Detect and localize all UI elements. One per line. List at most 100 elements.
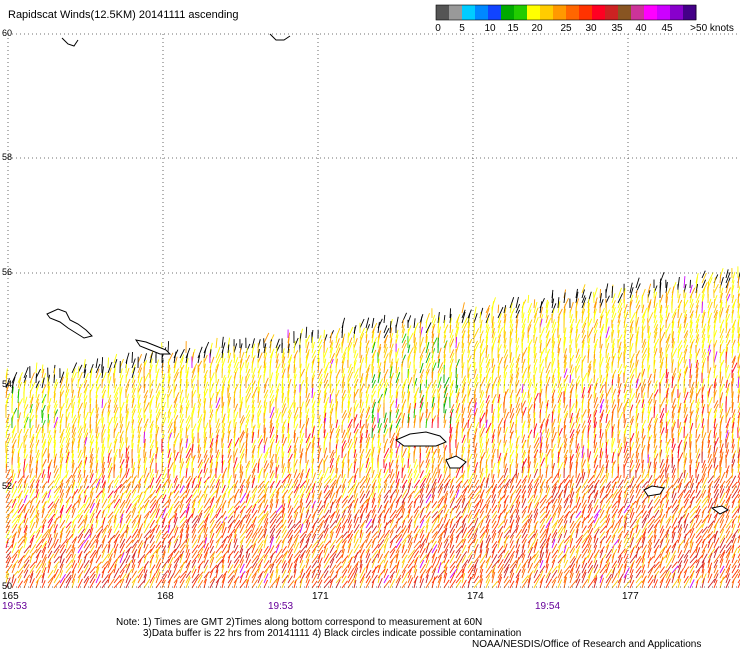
wind-barb [401,312,408,324]
wind-barb [719,319,725,329]
wind-barb [41,397,46,409]
wind-barb [257,435,263,444]
wind-barb [41,448,48,459]
wind-barb [119,424,124,434]
wind-barb [623,401,628,414]
wind-barb [263,394,268,404]
wind-barb [149,503,157,514]
wind-barb [635,452,640,464]
wind-barb [179,433,182,444]
wind-barb [389,361,394,374]
wind-barb [239,448,246,459]
wind-barb [731,434,734,444]
wind-barb [125,483,131,494]
wind-barb [701,467,708,479]
wind-barb [323,421,326,434]
wind-barb [725,509,731,519]
wind-barb [251,361,253,374]
wind-barb [221,396,224,409]
wind-barb [131,398,135,409]
wind-barb [545,514,552,524]
wind-barb [473,517,479,529]
wind-barb [287,445,292,454]
wind-barb [467,334,470,344]
wind-barb [701,301,703,314]
wind-barb [575,323,579,334]
wind-barb [695,309,698,319]
wind-barb [629,460,634,469]
wind-barb [167,448,171,459]
wind-barb [671,474,676,484]
wind-barb [539,351,543,364]
wind-barb [305,408,310,419]
wind-barb [545,330,550,339]
wind-barb [227,478,231,489]
wind-barb [635,316,639,329]
wind-barb [641,437,644,449]
wind-barb [323,484,329,494]
wind-barb [209,455,213,464]
wind-barb [329,353,336,364]
wind-barb [389,468,394,479]
wind-barb [521,434,526,444]
wind-barb [323,489,331,499]
wind-barb [641,411,644,424]
wind-barb [323,466,329,479]
wind-barb [107,474,111,484]
wind-barb [299,502,304,514]
wind-barb [65,484,73,494]
wind-barb [473,459,477,469]
wind-barb [431,341,434,354]
wind-barb [269,419,273,429]
wind-barb [173,513,178,524]
wind-barb [389,432,396,444]
wind-barb [599,478,607,489]
wind-barb [275,498,279,509]
wind-barb [407,347,414,359]
wind-barb [479,493,484,504]
wind-barb [29,475,36,484]
wind-barb [641,348,648,359]
wind-barb [275,491,280,504]
wind-barb [509,469,512,479]
wind-barb [491,373,494,384]
wind-barb [569,412,574,424]
wind-barb [479,483,483,494]
wind-barb [5,378,10,389]
wind-barb [563,356,567,369]
wind-barb [731,475,737,484]
wind-barb [41,492,48,504]
wind-barb [563,511,570,524]
wind-barb [191,375,196,384]
wind-barb [293,500,299,509]
wind-barb [569,357,572,369]
wind-barb [227,413,230,424]
wind-barb [65,504,72,514]
wind-barb [677,402,682,414]
wind-barb [311,435,315,444]
color-scale-label: 5 [459,23,465,34]
wind-barb [635,479,644,489]
wind-barb [425,334,427,344]
wind-barb [599,293,602,304]
wind-barb [179,503,184,514]
wind-barb [173,432,180,444]
wind-barb [431,482,437,494]
wind-barb [359,354,363,364]
wind-barb [497,394,501,404]
wind-barb [41,387,45,399]
wind-barb [467,449,470,459]
wind-barb [491,454,495,464]
wind-barb [77,509,84,519]
wind-barb [545,437,549,449]
wind-barb [311,442,315,454]
wind-barb [143,414,146,424]
wind-barb [11,469,14,479]
wind-barb [137,415,142,424]
wind-barb [215,495,222,504]
wind-barb [515,517,521,529]
wind-barb [719,292,723,304]
wind-barb [689,478,695,489]
wind-barb [617,515,624,524]
wind-barb [443,504,448,514]
